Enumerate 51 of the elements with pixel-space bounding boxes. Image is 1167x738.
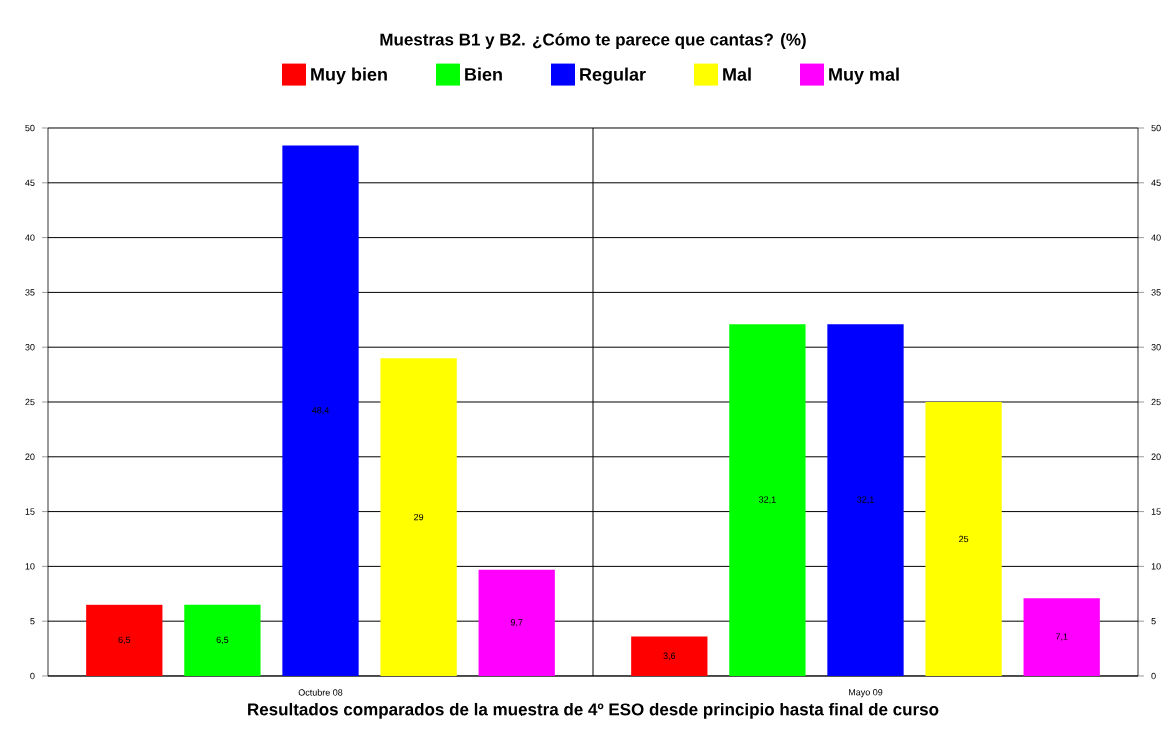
y2-tick-label: 0 [1151, 672, 1156, 680]
legend-label: Regular [580, 67, 646, 85]
data-label: 3,6 [663, 652, 676, 660]
legend-label: Bien [465, 67, 502, 81]
bar [1023, 598, 1100, 676]
bar [827, 324, 904, 676]
data-label: 9,7 [510, 619, 523, 627]
data-label: 7,1 [1055, 633, 1068, 641]
y2-tick-label: 25 [1151, 398, 1161, 406]
y-tick-label: 0 [30, 672, 35, 680]
legend-label: Mal [723, 67, 751, 81]
data-label: 29 [414, 513, 424, 521]
bar [380, 358, 457, 676]
x-tick-label: Mayo 09 [849, 689, 883, 698]
y2-tick-label: 45 [1151, 179, 1161, 186]
data-label: 32,1 [758, 496, 776, 504]
data-label: 32,1 [857, 496, 874, 504]
bar [729, 324, 806, 676]
y-tick-label: 35 [25, 289, 35, 296]
y-tick-label: 40 [25, 234, 35, 241]
y2-tick-label: 10 [1151, 563, 1161, 570]
legend-label: Muy bien [311, 67, 387, 85]
bar [478, 569, 555, 676]
y-tick-label: 10 [25, 563, 35, 570]
bar [282, 145, 359, 676]
y2-tick-label: 20 [1151, 453, 1161, 460]
data-label: 6,5 [118, 636, 131, 645]
y2-tick-label: 15 [1151, 508, 1161, 515]
y2-tick-label: 50 [1151, 124, 1161, 132]
y-tick-label: 50 [25, 124, 35, 132]
y2-tick-label: 5 [1151, 618, 1156, 625]
data-label: 25 [959, 535, 969, 543]
bar [86, 604, 163, 676]
y-tick-label: 30 [25, 344, 35, 351]
y2-tick-label: 30 [1151, 344, 1161, 351]
y-tick-label: 45 [25, 179, 35, 186]
y-tick-label: 20 [25, 453, 35, 460]
bar [631, 636, 708, 676]
y-tick-label: 15 [25, 508, 35, 515]
x-axis-title: Resultados comparados de la muestra de 4º ESO desde principio hasta final de curso [248, 702, 939, 719]
bar [184, 604, 261, 676]
y2-tick-label: 35 [1151, 289, 1161, 296]
data-label: 6,5 [216, 636, 229, 645]
y-tick-label: 25 [25, 398, 35, 406]
chart-title: Muestras B1 y B2. ¿Cómo te parece que cantas? (%) [380, 32, 806, 49]
x-tick-label: Octubre 08 [298, 689, 343, 696]
y2-tick-label: 40 [1151, 234, 1161, 241]
data-label: 48,4 [311, 407, 329, 415]
legend-label: Muy mal [829, 67, 899, 85]
bar [925, 401, 1002, 676]
y-tick-label: 5 [30, 618, 35, 625]
